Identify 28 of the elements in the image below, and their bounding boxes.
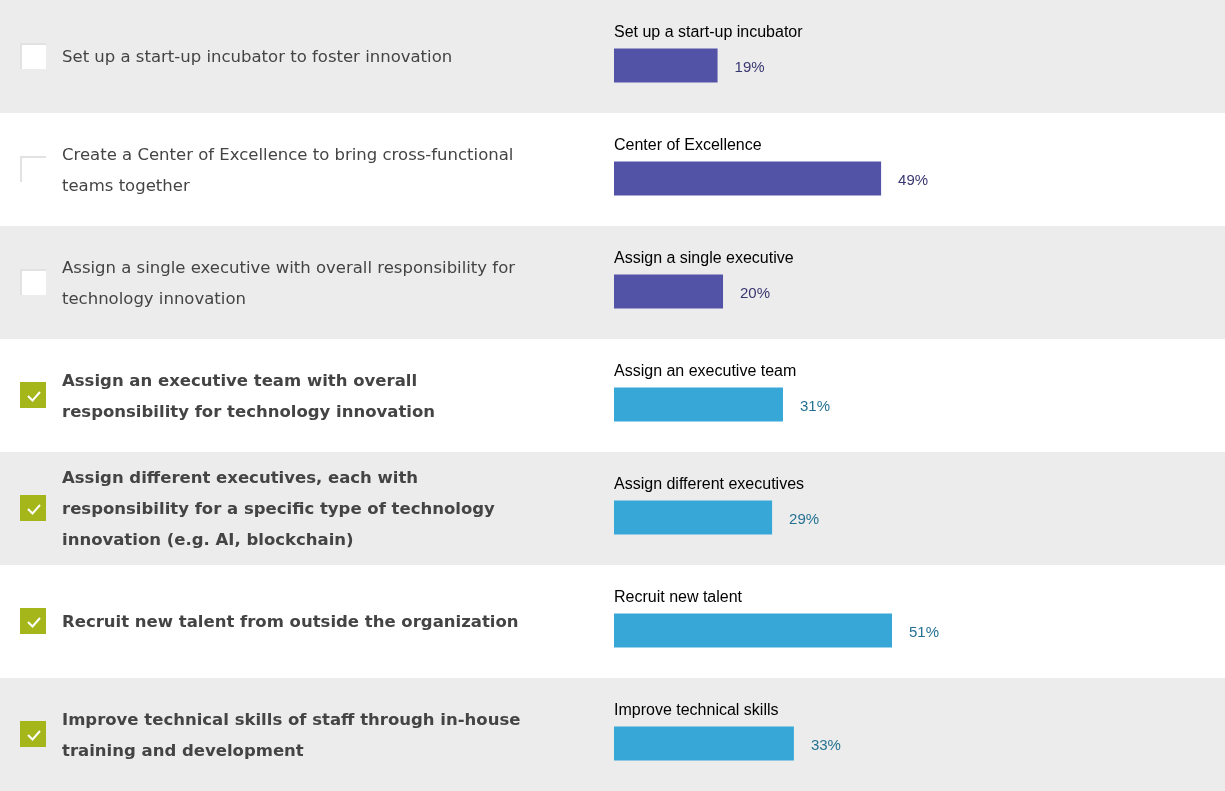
- text: Assign a single executive with overall responsibility for technology innovation: [62, 256, 517, 310]
- text: Improve technical skills of staff through in-house training and development: [62, 708, 522, 762]
- data-label: 31%: [799, 396, 831, 414]
- bar: [614, 726, 794, 761]
- text: Set up a start-up incubator to foster innovation: [62, 46, 454, 68]
- data-label: 29%: [789, 509, 820, 527]
- bar: [614, 161, 882, 196]
- text: Create a Center of Excellence to bring cross-functional teams together: [62, 143, 515, 197]
- y-tick-label: Assign different executives: [614, 474, 805, 492]
- bar: [614, 500, 773, 535]
- data-label: 20%: [740, 283, 771, 301]
- bar: [614, 387, 783, 422]
- text: Assign different executives, each with responsibility for a specific type of technology innovation (e.g. AI, blockchain): [62, 467, 496, 551]
- text: Assign an executive team with overall responsibility for technology innovation: [62, 369, 437, 423]
- text: Recruit new talent from outside the organization: [62, 611, 520, 633]
- y-tick-label: Recruit new talent: [614, 587, 743, 605]
- bar: [614, 48, 718, 83]
- data-label: 49%: [898, 170, 929, 188]
- y-tick-label: Assign a single executive: [614, 248, 794, 266]
- data-label: 33%: [810, 735, 841, 753]
- bar: [614, 613, 892, 648]
- bar: [614, 274, 724, 309]
- y-tick-label: Center of Excellence: [614, 135, 762, 153]
- y-tick-label: Improve technical skills: [614, 700, 779, 718]
- data-label: 51%: [909, 622, 940, 640]
- data-label: 19%: [734, 57, 765, 75]
- y-tick-label: Set up a start-up incubator: [614, 22, 804, 40]
- y-tick-label: Assign an executive team: [614, 361, 797, 379]
